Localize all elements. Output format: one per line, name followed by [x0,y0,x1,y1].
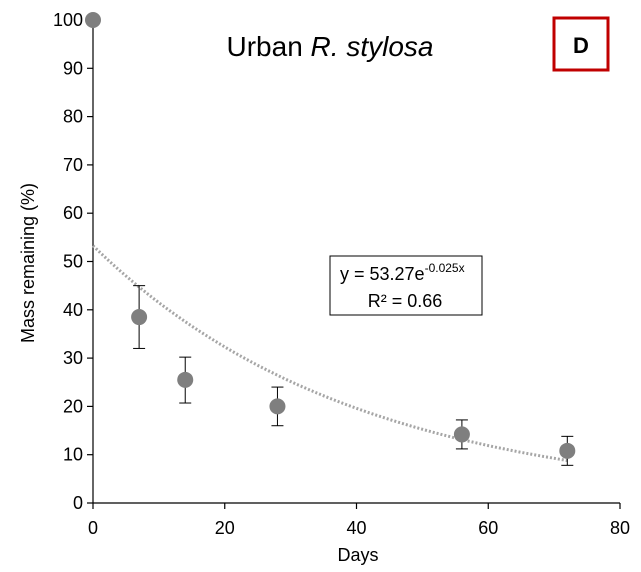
panel-label-box [552,16,610,72]
y-tick-label: 10 [63,445,83,465]
y-tick-label: 70 [63,155,83,175]
y-tick-label: 80 [63,107,83,127]
data-point [453,426,470,443]
trendline [91,244,568,462]
chart-title-italic: R. stylosa [311,31,434,62]
data-point [559,442,576,459]
y-axis-title: Mass remaining (%) [18,183,38,343]
data-points [85,12,576,459]
x-tick-label: 80 [610,518,630,538]
equation-exponent: -0.025x [425,261,465,275]
x-tick-labels: 0 20 40 60 80 [88,518,630,538]
y-tick-label: 50 [63,252,83,272]
x-tick-label: 20 [215,518,235,538]
x-tick-label: 40 [346,518,366,538]
x-axis-title: Days [337,545,378,565]
y-tick-label: 0 [73,493,83,513]
y-tick-label: 30 [63,348,83,368]
y-tick-label: 100 [53,10,83,30]
data-point [131,309,148,326]
trendline-equation: y = 53.27e-0.025x [340,261,465,284]
data-point [177,371,194,388]
x-tick-label: 60 [478,518,498,538]
r-squared: R² = 0.66 [368,291,443,311]
x-tick-label: 0 [88,518,98,538]
y-tick-labels: 0 10 20 30 40 50 60 70 80 90 100 [53,10,83,513]
panel-label: D [573,33,589,58]
equation-box [329,255,483,316]
data-point [85,12,101,28]
y-tick-label: 60 [63,203,83,223]
y-tick-label: 90 [63,58,83,78]
y-tick-label: 20 [63,396,83,416]
equation-main: y = 53.27e [340,264,425,284]
chart-title-plain: Urban [227,31,311,62]
axes [87,19,621,509]
y-tick-label: 40 [63,300,83,320]
chart-title: Urban R. stylosa [227,31,434,62]
data-point [269,398,286,415]
